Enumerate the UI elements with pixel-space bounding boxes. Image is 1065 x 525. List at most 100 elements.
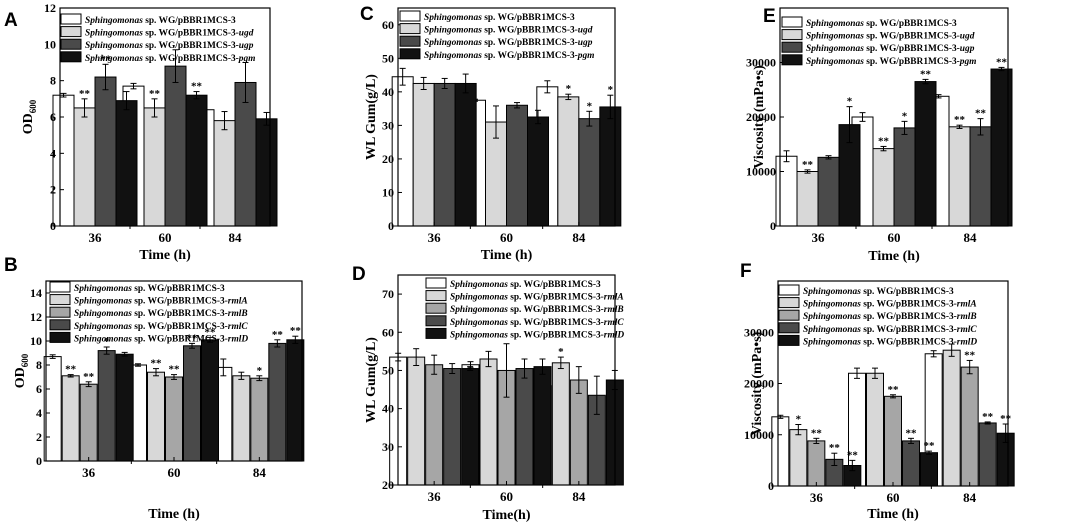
- y-tick-label: 6: [36, 382, 42, 396]
- legend-swatch: [60, 26, 82, 38]
- bar-c-s3-36: [454, 82, 477, 227]
- significance-label: *: [796, 414, 802, 426]
- y-tick-label: 2: [50, 183, 56, 197]
- y-tick-label: 10000: [744, 428, 774, 442]
- bar-f-s1-60: [866, 372, 884, 487]
- bar-f-s2-36: [807, 440, 826, 487]
- bar-c-s1-84: [557, 96, 580, 227]
- y-tick-label: 20000: [744, 377, 774, 391]
- bar-a-s3-36: [115, 100, 138, 227]
- legend-entry: Sphingomonas sp. WG/pBBR1MCS-3-ugd: [424, 26, 593, 36]
- legend-swatch: [49, 319, 71, 331]
- bar-b-s2-36: [79, 383, 98, 462]
- y-tick-label: 20000: [746, 110, 776, 124]
- y-tick-label: 0: [50, 219, 56, 233]
- legend-entry: Sphingomonas sp. WG/pBBR1MCS-3-ugp: [85, 41, 254, 51]
- y-tick-label: 20: [382, 152, 394, 166]
- legend-swatch: [49, 294, 71, 306]
- bar-b-s1-84: [232, 375, 251, 462]
- legend-entry: Sphingomonas sp. WG/pBBR1MCS-3-rmlB: [450, 305, 624, 315]
- bar-a-s1-84: [213, 120, 236, 227]
- y-axis-label: Viscosity (mPa•s): [752, 65, 767, 169]
- legend-entry: Sphingomonas sp. WG/pBBR1MCS-3-rmlA: [74, 297, 248, 307]
- bar-f-s3-60: [902, 440, 920, 487]
- bar-a-s3-84: [255, 118, 278, 227]
- significance-label: *: [257, 365, 263, 377]
- bar-b-s4-60: [201, 339, 219, 462]
- x-tick-label: 36: [82, 465, 96, 480]
- y-tick-label: 0: [36, 454, 42, 468]
- legend-entry: Sphingomonas sp. WG/pBBR1MCS-3-rmlB: [803, 312, 977, 322]
- significance-label: **: [169, 364, 181, 376]
- legend-entry: Sphingomonas sp. WG/pBBR1MCS-3-pgm: [806, 57, 976, 67]
- panel-c: C * * * 0 10 20 30 40 50 60 36 60 84 Time (h) WL Gum(g/…: [360, 4, 622, 263]
- significance-label: **: [205, 326, 217, 338]
- legend-entry: Sphingomonas sp. WG/pBBR1MCS-3-ugd: [806, 32, 975, 42]
- x-tick-label: 36: [812, 230, 826, 245]
- x-tick-label: 36: [810, 490, 824, 505]
- significance-label: **: [290, 325, 302, 337]
- y-axis-label: OD600: [13, 353, 30, 388]
- bar-f-s0-36: [771, 416, 790, 487]
- legend-entry: Sphingomonas sp. WG/pBBR1MCS-3-rmlA: [450, 293, 624, 303]
- bar-c-s3-60: [527, 116, 549, 227]
- legend-swatch: [425, 302, 447, 314]
- legend-swatch: [399, 10, 421, 22]
- y-tick-label: 8: [50, 74, 56, 88]
- x-axis-label: Time(h): [483, 508, 531, 523]
- panel-letter: A: [4, 10, 18, 31]
- y-tick-label: 12: [30, 310, 42, 324]
- legend-entry: Sphingomonas sp. WG/pBBR1MCS-3-rmlC: [74, 322, 248, 332]
- bar-a-s1-36: [73, 107, 96, 227]
- bar-b-s2-60: [165, 376, 183, 462]
- y-axis-label: Viscosity (mPa•s): [750, 331, 765, 435]
- y-tick-label: 50: [382, 51, 394, 65]
- bar-f-s3-84: [978, 422, 997, 487]
- legend-entry: Sphingomonas sp. WG/pBBR1MCS-3-pgm: [424, 51, 594, 61]
- x-tick-label: 60: [888, 230, 901, 245]
- legend: Sphingomonas sp. WG/pBBR1MCS-3 Sphingomon…: [399, 10, 594, 61]
- bar-e-s3-84: [990, 68, 1013, 227]
- bar-b-s0-36: [43, 356, 62, 462]
- y-tick-label: 50: [382, 363, 394, 377]
- bar-b-s1-36: [61, 375, 80, 462]
- significance-label: **: [149, 88, 161, 100]
- bar-c-s2-84: [578, 118, 601, 227]
- legend-swatch: [399, 35, 421, 47]
- x-tick-label: 84: [229, 230, 243, 245]
- bar-b-s3-60: [183, 345, 201, 462]
- legend-entry: Sphingomonas sp. WG/pBBR1MCS-3-ugd: [85, 29, 254, 39]
- bar-b-s3-84: [268, 342, 287, 462]
- significance-label: **: [1000, 413, 1012, 425]
- significance-label: **: [100, 53, 112, 65]
- bar-e-s0-36: [775, 155, 798, 227]
- x-tick-label: 36: [89, 230, 103, 245]
- bar-c-s1-36: [412, 82, 435, 227]
- x-tick-label: 60: [159, 230, 172, 245]
- bar-f-s1-36: [789, 429, 808, 487]
- significance-label: **: [954, 114, 966, 126]
- x-tick-label: 36: [428, 489, 442, 504]
- bar-e-s3-60: [914, 81, 937, 227]
- bar-e-s2-60: [893, 127, 916, 227]
- legend-entry: Sphingomonas sp. WG/pBBR1MCS-3: [803, 287, 954, 297]
- legend-swatch: [399, 23, 421, 35]
- legend-entry: Sphingomonas sp. WG/pBBR1MCS-3-rmlD: [74, 334, 248, 344]
- significance-label: **: [982, 411, 994, 423]
- bar-f-s2-84: [960, 366, 979, 487]
- y-tick-label: 6: [50, 110, 56, 124]
- legend-swatch: [49, 281, 71, 293]
- legend-entry: Sphingomonas sp. WG/pBBR1MCS-3: [806, 19, 957, 29]
- bar-c-s2-36: [433, 82, 456, 227]
- bar-e-s2-36: [817, 156, 840, 227]
- legend-entry: Sphingomonas sp. WG/pBBR1MCS-3: [450, 280, 601, 290]
- significance-label: **: [79, 88, 91, 100]
- legend: Sphingomonas sp. WG/pBBR1MCS-3 Sphingomon…: [425, 277, 624, 340]
- significance-label: *: [847, 96, 853, 108]
- legend-entry: Sphingomonas sp. WG/pBBR1MCS-3-rmlC: [803, 325, 977, 335]
- legend-swatch: [425, 277, 447, 289]
- x-tick-label: 84: [253, 465, 267, 480]
- x-tick-label: 84: [572, 230, 586, 245]
